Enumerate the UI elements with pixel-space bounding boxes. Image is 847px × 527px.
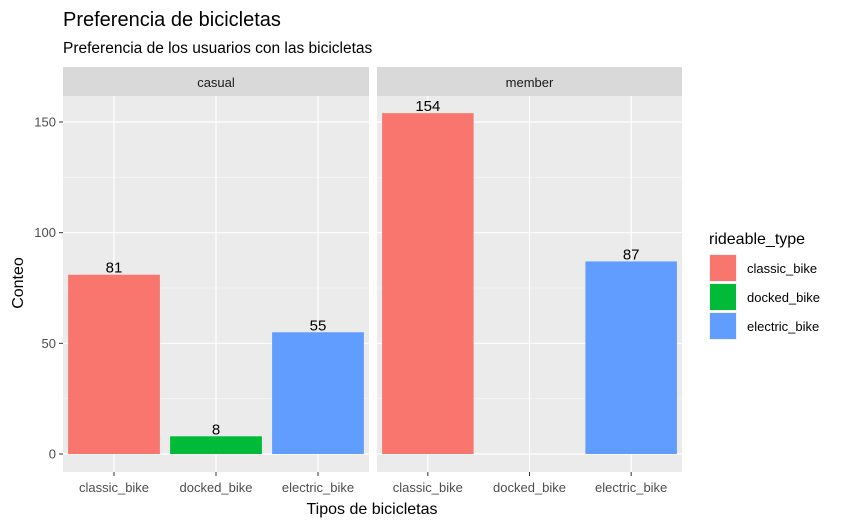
legend-swatch-classic_bike [710, 255, 736, 281]
facet-strip-label: member [506, 75, 554, 90]
x-tick-label: classic_bike [393, 480, 463, 495]
legend-swatch-electric_bike [710, 313, 736, 339]
x-tick-label: electric_bike [595, 480, 667, 495]
bar-member-electric_bike [585, 261, 677, 454]
y-axis-title: Conteo [10, 257, 27, 309]
y-tick-label: 100 [34, 225, 56, 240]
legend: rideable_type classic_bike docked_bikeele… [709, 231, 820, 340]
legend-label-classic_bike: classic_bike [747, 261, 817, 276]
bar-value-label: 154 [415, 98, 440, 115]
chart-title: Preferencia de bicicletas [63, 9, 281, 31]
x-tick-label: docked_bike [180, 480, 253, 495]
x-tick-label: classic_bike [79, 480, 149, 495]
bar-value-label: 87 [623, 246, 640, 263]
legend-title: rideable_type [709, 231, 805, 248]
x-tick-label: docked_bike [493, 480, 566, 495]
facet-strip [63, 67, 369, 96]
y-tick-label: 0 [49, 447, 56, 462]
facet-strip-label: casual [197, 75, 235, 90]
y-tick-label: 50 [42, 336, 56, 351]
bar-member-classic_bike [382, 113, 474, 454]
legend-label-docked_bike: docked_bike [747, 290, 820, 305]
bar-value-label: 8 [212, 421, 220, 438]
x-axis-title: Tipos de bicicletas [306, 501, 437, 518]
facet-panel-casual: casual classic_bike docked_bike electric_bi… [63, 67, 369, 495]
facet-panel-member: member classic_bike docked_bike electric_bi… [377, 67, 682, 495]
bar-value-label: 81 [106, 260, 123, 277]
chart-subtitle: Preferencia de los usuarios con las bici… [63, 40, 373, 57]
bar-value-label: 55 [310, 317, 327, 334]
y-tick-label: 150 [34, 115, 56, 130]
y-axis: 0 50 100 150 [34, 115, 63, 462]
legend-label-electric_bike: electric_bike [747, 319, 819, 334]
x-tick-label: electric_bike [282, 480, 354, 495]
bar-casual-electric_bike [272, 332, 364, 454]
bar-casual-docked_bike [170, 436, 262, 454]
legend-swatch-docked_bike [710, 284, 736, 310]
bar-casual-classic_bike [68, 274, 160, 454]
facet-strip [377, 67, 682, 96]
facet-panels: casual classic_bike docked_bike electric_bi… [63, 67, 682, 495]
